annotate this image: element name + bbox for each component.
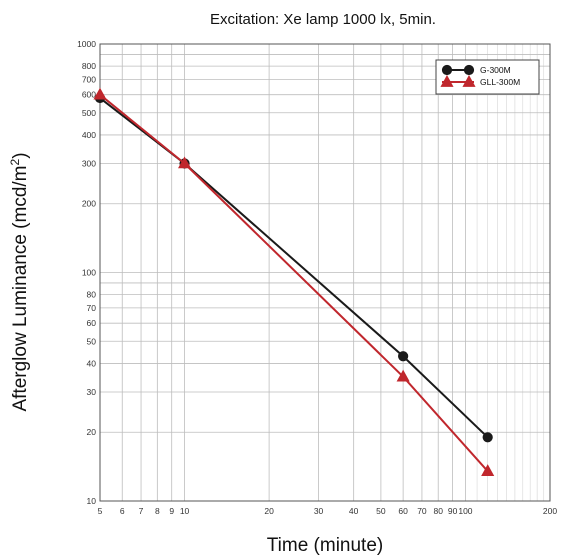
series-gll-300m xyxy=(93,87,495,477)
x-tick-label: 10 xyxy=(180,506,190,516)
x-tick-label: 30 xyxy=(314,506,324,516)
y-tick-label: 100 xyxy=(82,268,96,278)
series-g-300m xyxy=(94,92,493,443)
legend-item: G-300M xyxy=(441,64,511,76)
x-tick-label: 50 xyxy=(376,506,386,516)
legend: G-300M GLL-300M xyxy=(435,59,540,95)
plot-area-frame xyxy=(99,43,551,502)
x-tick-label: 6 xyxy=(120,506,125,516)
y-tick-label: 500 xyxy=(82,108,96,118)
y-axis-label-close: ) xyxy=(10,152,31,158)
tick-labels: 5 6 7 8 9 10 20 30 40 50 60 70 80 90 100 20010203040506… xyxy=(77,39,557,516)
x-tick-label: 80 xyxy=(433,506,443,516)
legend-marker xyxy=(441,64,453,76)
y-tick-label: 200 xyxy=(82,199,96,209)
legend-label: G-300M xyxy=(480,65,511,75)
data-point xyxy=(178,156,192,169)
data-point xyxy=(481,464,495,477)
y-tick-label: 60 xyxy=(87,318,97,328)
y-tick-label: 300 xyxy=(82,158,96,168)
x-axis-label: Time (minute) xyxy=(267,535,383,556)
x-tick-label: 5 xyxy=(98,506,103,516)
legend-box xyxy=(435,59,540,95)
y-tick-label: 400 xyxy=(82,130,96,140)
x-tick-label: 40 xyxy=(349,506,359,516)
y-tick-label: 600 xyxy=(82,90,96,100)
legend-item: GLL-300M xyxy=(440,74,520,87)
y-axis-label-superscript: 2 xyxy=(8,158,22,165)
grid-layer xyxy=(99,43,551,502)
chart-title: Excitation: Xe lamp 1000 lx, 5min. xyxy=(210,11,436,28)
x-tick-label: 60 xyxy=(398,506,408,516)
y-tick-label: 10 xyxy=(87,496,97,506)
x-tick-label: 100 xyxy=(458,506,472,516)
data-point xyxy=(396,369,410,382)
legend-marker xyxy=(440,74,454,87)
x-tick-label: 8 xyxy=(155,506,160,516)
x-tick-label: 20 xyxy=(264,506,274,516)
y-tick-label: 700 xyxy=(82,74,96,84)
legend-marker xyxy=(462,74,476,87)
data-point xyxy=(398,351,409,362)
y-tick-label: 50 xyxy=(87,336,97,346)
series-layer xyxy=(93,87,495,477)
data-point xyxy=(482,432,493,443)
y-tick-label: 70 xyxy=(87,303,97,313)
y-tick-label: 800 xyxy=(82,61,96,71)
y-tick-label: 20 xyxy=(87,427,97,437)
x-tick-label: 200 xyxy=(543,506,557,516)
y-tick-label: 30 xyxy=(87,387,97,397)
y-tick-label: 80 xyxy=(87,290,97,300)
y-tick-label: 1000 xyxy=(77,39,96,49)
series-line xyxy=(99,97,489,439)
legend-marker xyxy=(463,64,475,76)
data-point xyxy=(93,87,107,100)
y-axis-label-text: Afterglow Luminance (mcd/m xyxy=(10,165,31,411)
x-tick-label: 9 xyxy=(169,506,174,516)
y-axis-label: Afterglow Luminance (mcd/m2) xyxy=(8,152,31,411)
x-tick-label: 7 xyxy=(139,506,144,516)
legend-label: GLL-300M xyxy=(480,77,520,87)
y-tick-label: 40 xyxy=(87,358,97,368)
series-line xyxy=(99,93,489,472)
x-tick-label: 70 xyxy=(417,506,427,516)
x-tick-label: 90 xyxy=(448,506,458,516)
